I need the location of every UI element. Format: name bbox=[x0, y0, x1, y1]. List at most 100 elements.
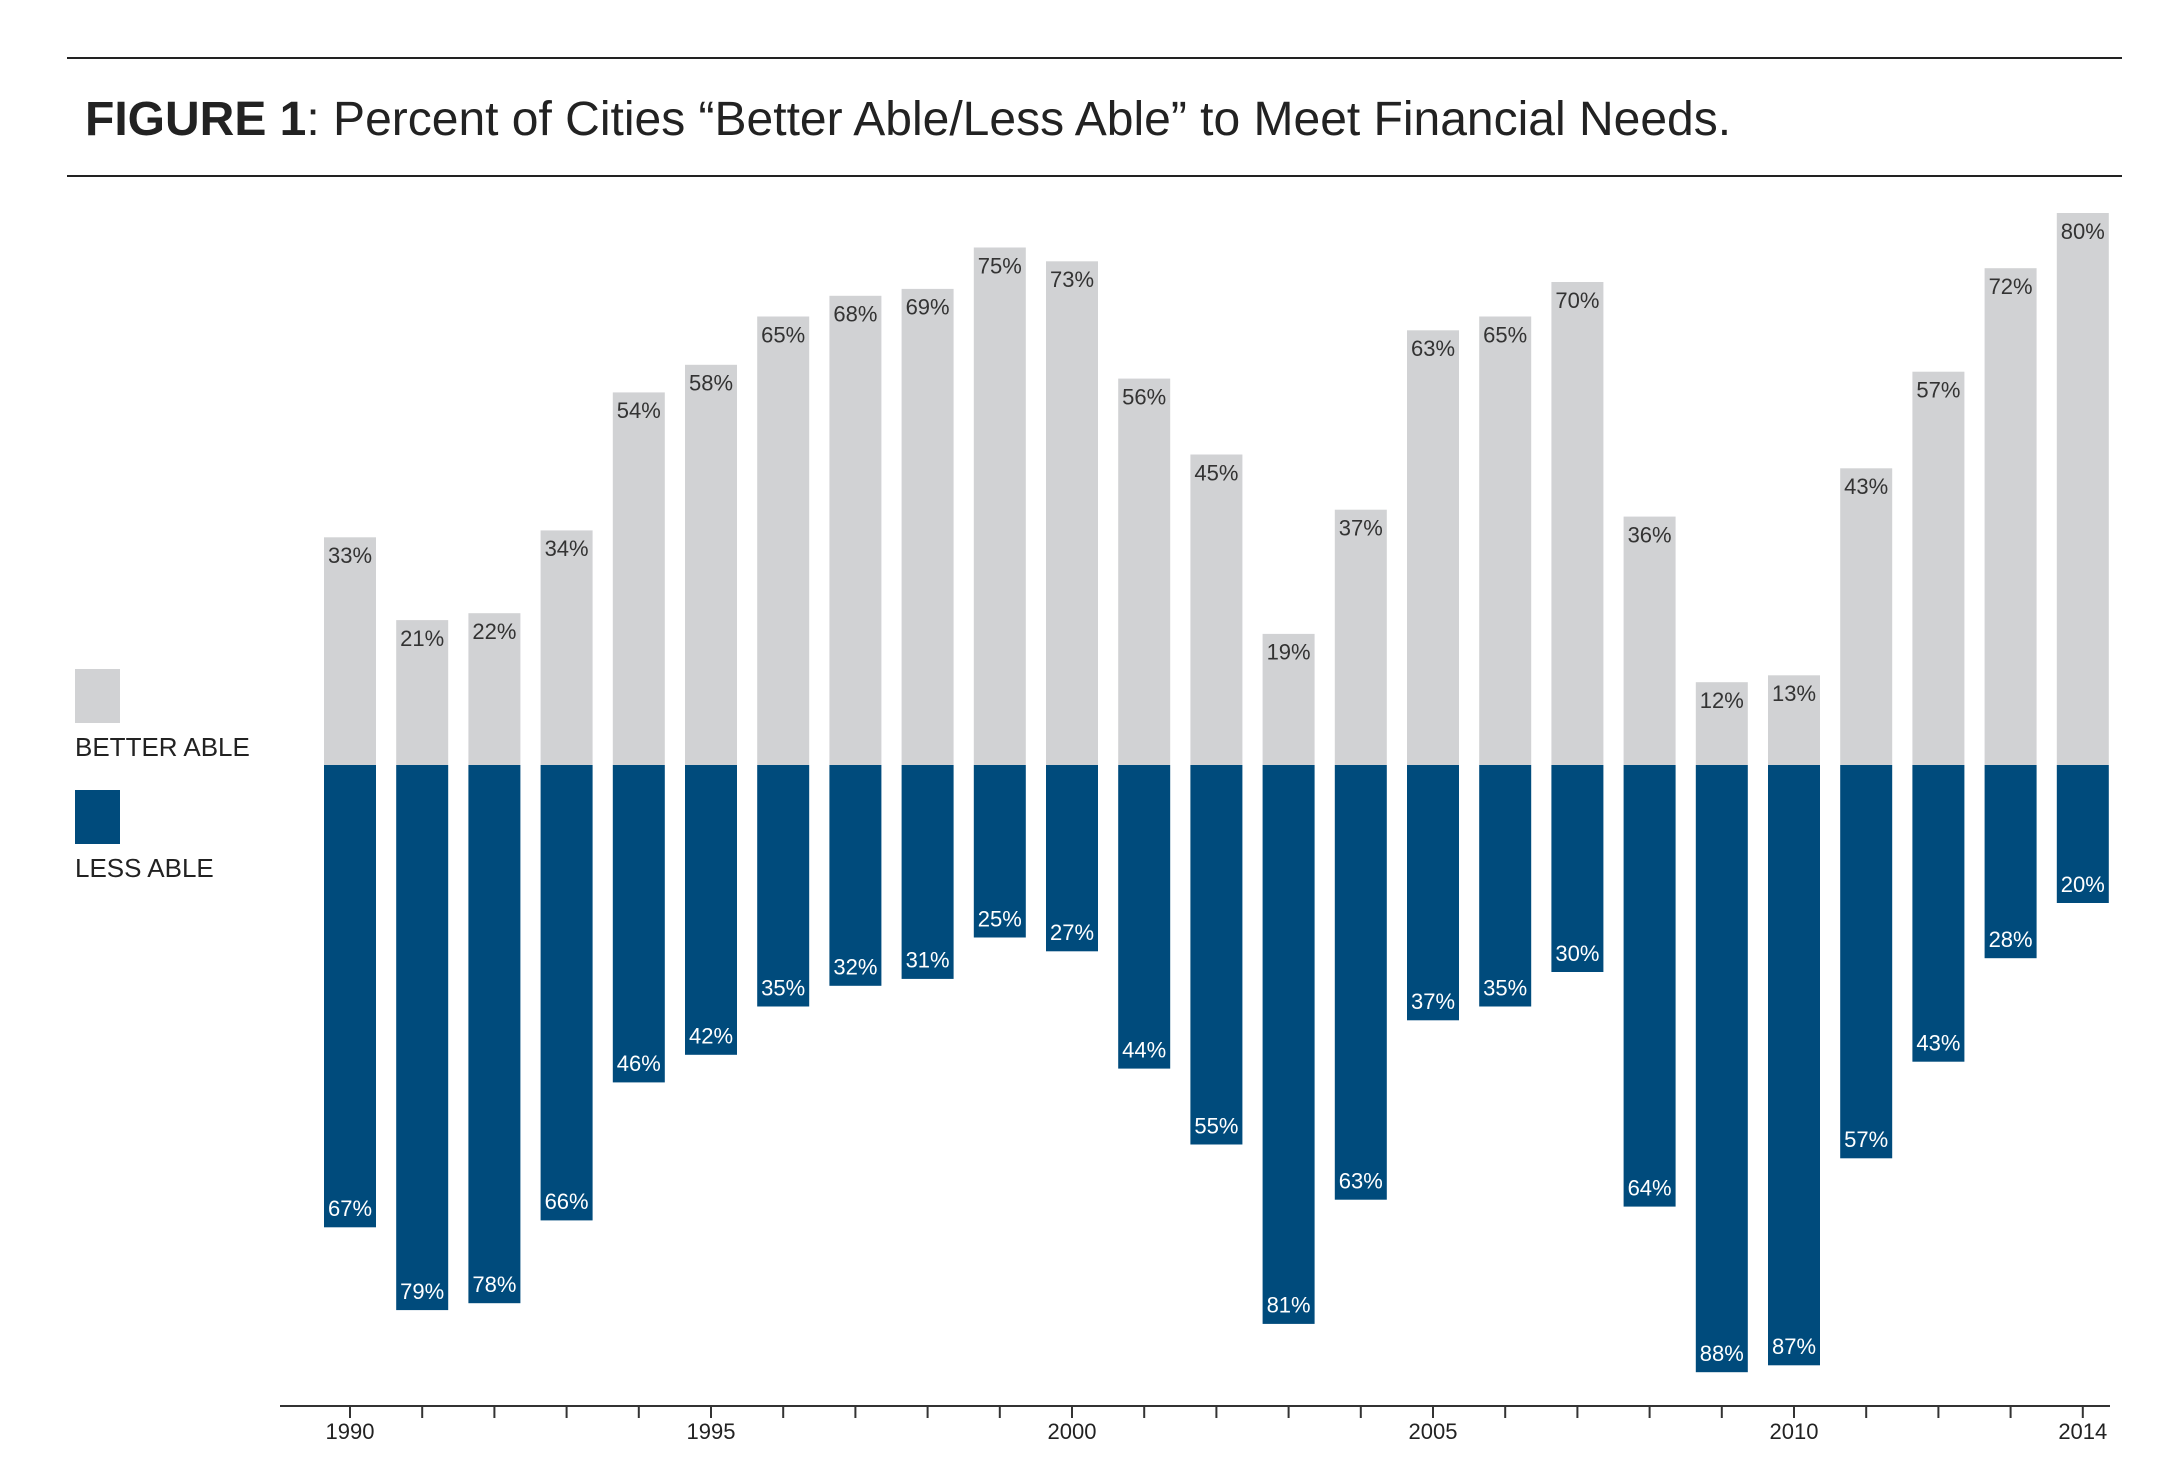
bar bbox=[685, 765, 737, 1055]
value-label: 36% bbox=[1628, 522, 1672, 547]
bar bbox=[2056, 213, 2109, 765]
value-label: 33% bbox=[328, 543, 372, 568]
value-label: 70% bbox=[1555, 288, 1599, 313]
bar bbox=[324, 765, 376, 1228]
value-label: 65% bbox=[1483, 322, 1527, 347]
legend-swatch bbox=[75, 669, 120, 723]
value-label: 56% bbox=[1122, 384, 1166, 409]
bar bbox=[612, 392, 665, 765]
value-label: 13% bbox=[1772, 681, 1816, 706]
bar bbox=[901, 765, 954, 979]
value-label: 27% bbox=[1050, 920, 1094, 945]
bar bbox=[1695, 765, 1748, 1373]
x-tick-label: 2010 bbox=[1770, 1419, 1819, 1444]
bar bbox=[1623, 516, 1676, 765]
bar bbox=[829, 765, 882, 986]
x-tick-label: 2000 bbox=[1048, 1419, 1097, 1444]
bar bbox=[1912, 765, 1965, 1062]
bar bbox=[1912, 371, 1965, 765]
bar bbox=[1984, 268, 2037, 765]
bar bbox=[1262, 765, 1315, 1324]
bar bbox=[1551, 282, 1604, 765]
bar bbox=[1046, 261, 1098, 765]
bar bbox=[1118, 378, 1171, 765]
bar bbox=[1768, 675, 1820, 765]
bar bbox=[1334, 509, 1387, 765]
value-label: 20% bbox=[2061, 872, 2105, 897]
bar bbox=[829, 295, 882, 765]
bar bbox=[468, 765, 521, 1304]
bar bbox=[1695, 682, 1748, 765]
value-label: 34% bbox=[545, 536, 589, 561]
bar bbox=[1623, 765, 1676, 1207]
value-label: 43% bbox=[1916, 1031, 1960, 1056]
bar bbox=[1479, 316, 1532, 765]
bar bbox=[1407, 330, 1459, 765]
bar bbox=[324, 537, 376, 765]
value-label: 58% bbox=[689, 371, 733, 396]
value-label: 22% bbox=[472, 619, 516, 644]
value-label: 57% bbox=[1844, 1127, 1888, 1152]
bar bbox=[540, 530, 593, 765]
x-tick-label: 1990 bbox=[326, 1419, 375, 1444]
bar bbox=[1334, 765, 1387, 1200]
value-label: 12% bbox=[1700, 688, 1744, 713]
value-label: 42% bbox=[689, 1024, 733, 1049]
value-label: 43% bbox=[1844, 474, 1888, 499]
bar bbox=[1262, 633, 1315, 765]
value-label: 66% bbox=[545, 1189, 589, 1214]
title-text: : Percent of Cities “Better Able/Less Ab… bbox=[306, 93, 1731, 146]
value-label: 75% bbox=[978, 253, 1022, 278]
x-tick-label: 1995 bbox=[687, 1419, 736, 1444]
bar bbox=[1551, 765, 1604, 972]
bar bbox=[1190, 454, 1243, 765]
value-label: 79% bbox=[400, 1279, 444, 1304]
bar bbox=[901, 288, 954, 765]
bar bbox=[1190, 765, 1243, 1145]
bar bbox=[685, 364, 737, 765]
value-label: 31% bbox=[906, 948, 950, 973]
bar bbox=[973, 247, 1026, 765]
value-label: 65% bbox=[761, 322, 805, 347]
value-label: 68% bbox=[833, 302, 877, 327]
value-label: 64% bbox=[1628, 1175, 1672, 1200]
bar bbox=[1840, 765, 1893, 1159]
value-label: 63% bbox=[1411, 336, 1455, 361]
value-label: 37% bbox=[1339, 516, 1383, 541]
value-label: 57% bbox=[1916, 378, 1960, 403]
value-label: 28% bbox=[1989, 927, 2033, 952]
bar bbox=[1840, 468, 1893, 765]
x-tick-label: 2005 bbox=[1409, 1419, 1458, 1444]
value-label: 46% bbox=[617, 1051, 661, 1076]
legend-swatch bbox=[75, 790, 120, 844]
value-label: 32% bbox=[833, 955, 877, 980]
value-label: 37% bbox=[1411, 989, 1455, 1014]
value-label: 87% bbox=[1772, 1334, 1816, 1359]
value-label: 25% bbox=[978, 906, 1022, 931]
chart-title: FIGURE 1: Percent of Cities “Better Able… bbox=[85, 93, 1731, 146]
bar bbox=[396, 765, 449, 1311]
bar bbox=[540, 765, 593, 1221]
value-label: 81% bbox=[1267, 1293, 1311, 1318]
bar bbox=[1479, 765, 1532, 1007]
figure-label: FIGURE 1 bbox=[85, 93, 306, 146]
bar bbox=[468, 613, 521, 765]
value-label: 45% bbox=[1194, 460, 1238, 485]
value-label: 55% bbox=[1194, 1113, 1238, 1138]
x-tick-label: 2014 bbox=[2058, 1419, 2107, 1444]
value-label: 54% bbox=[617, 398, 661, 423]
bar bbox=[757, 765, 810, 1007]
value-label: 72% bbox=[1989, 274, 2033, 299]
value-label: 88% bbox=[1700, 1341, 1744, 1366]
bar bbox=[757, 316, 810, 765]
value-label: 73% bbox=[1050, 267, 1094, 292]
bar bbox=[396, 620, 449, 765]
value-label: 21% bbox=[400, 626, 444, 651]
value-label: 63% bbox=[1339, 1169, 1383, 1194]
bar bbox=[612, 765, 665, 1083]
value-label: 30% bbox=[1555, 941, 1599, 966]
bar bbox=[1768, 765, 1820, 1366]
legend-label: BETTER ABLE bbox=[75, 732, 250, 762]
value-label: 67% bbox=[328, 1196, 372, 1221]
